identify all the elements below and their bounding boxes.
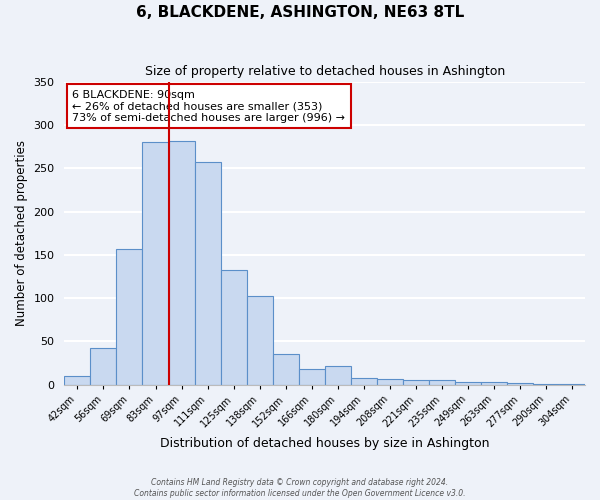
- Text: 6, BLACKDENE, ASHINGTON, NE63 8TL: 6, BLACKDENE, ASHINGTON, NE63 8TL: [136, 5, 464, 20]
- Text: 6 BLACKDENE: 90sqm
← 26% of detached houses are smaller (353)
73% of semi-detach: 6 BLACKDENE: 90sqm ← 26% of detached hou…: [72, 90, 345, 122]
- Bar: [272, 354, 299, 384]
- Bar: [169, 141, 194, 384]
- Bar: [247, 296, 272, 384]
- Text: Contains HM Land Registry data © Crown copyright and database right 2024.
Contai: Contains HM Land Registry data © Crown c…: [134, 478, 466, 498]
- Bar: [377, 380, 403, 384]
- Bar: [455, 382, 481, 384]
- Bar: [403, 380, 429, 384]
- Bar: [429, 380, 455, 384]
- Bar: [64, 376, 91, 384]
- Bar: [351, 378, 377, 384]
- Bar: [91, 348, 116, 384]
- Bar: [325, 366, 351, 384]
- Bar: [142, 142, 169, 384]
- Bar: [507, 383, 533, 384]
- Y-axis label: Number of detached properties: Number of detached properties: [15, 140, 28, 326]
- Bar: [194, 162, 221, 384]
- Bar: [221, 270, 247, 384]
- Bar: [116, 249, 142, 384]
- Bar: [299, 369, 325, 384]
- X-axis label: Distribution of detached houses by size in Ashington: Distribution of detached houses by size …: [160, 437, 490, 450]
- Title: Size of property relative to detached houses in Ashington: Size of property relative to detached ho…: [145, 65, 505, 78]
- Bar: [481, 382, 507, 384]
